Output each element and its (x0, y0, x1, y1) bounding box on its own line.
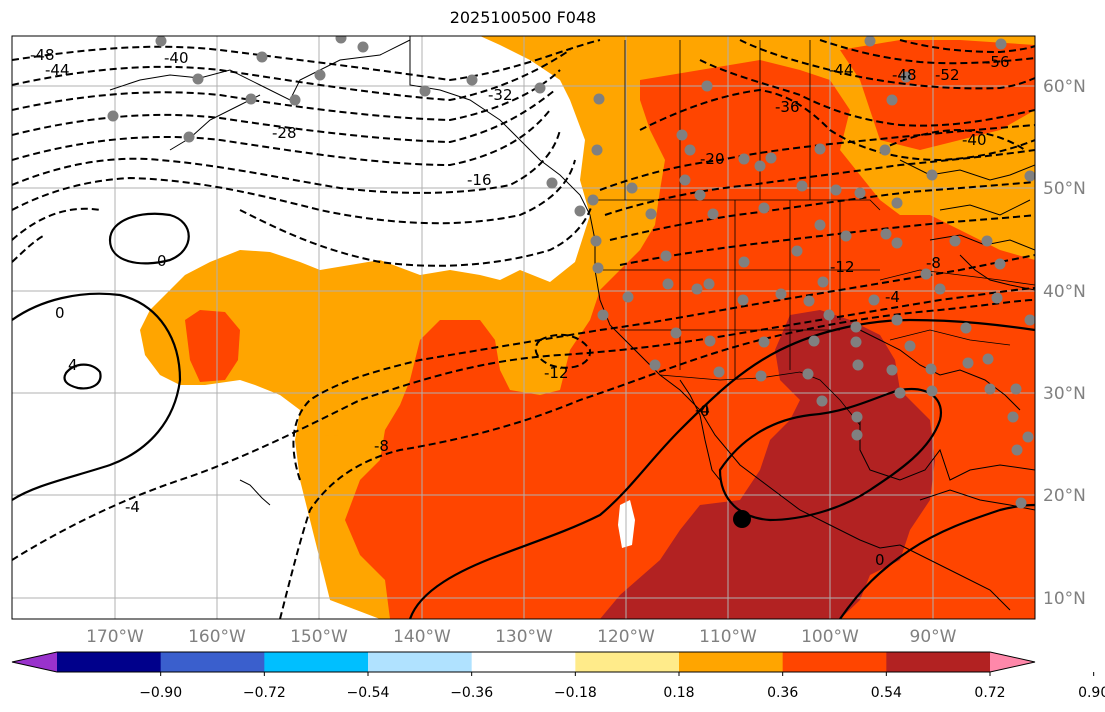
map-title: 2025100500 F048 (449, 8, 597, 27)
contour-label: -28 (272, 124, 297, 142)
contour-label: 0 (875, 551, 885, 569)
contour-label: -20 (700, 150, 725, 168)
lat-tick-label: 10°N (1043, 589, 1086, 609)
map-frame (11, 35, 1036, 620)
colorbar-tick-label: 0.18 (663, 685, 694, 701)
contours-negative (12, 39, 1035, 619)
fill-region-054-072-west (185, 310, 240, 382)
station-markers (107, 36, 1035, 509)
colorbar-tick-label: 0.36 (767, 685, 798, 701)
colorbar-segment (990, 652, 1035, 672)
colorbar-segment (57, 652, 162, 672)
colorbar-tick-label: 0.90 (1078, 685, 1105, 701)
colorbar-tick-label: −0.90 (139, 685, 182, 701)
lat-tick-label: 30°N (1043, 384, 1086, 404)
contour-label: 0 (700, 402, 710, 420)
contour-label: -16 (467, 171, 492, 189)
contour-label: 0 (55, 304, 65, 322)
lon-tick-label: 170°W (86, 627, 144, 647)
colorbar-segment (12, 652, 57, 672)
colorbar-segment (160, 652, 265, 672)
contour-label: -4 (125, 498, 140, 516)
contour-label: -32 (488, 86, 513, 104)
colorbar-tick-label: −0.36 (450, 685, 493, 701)
contour-label: -44 (45, 61, 70, 79)
contour-label: -12 (544, 364, 569, 382)
contour-label: 0 (157, 252, 167, 270)
contour-label: -8 (374, 437, 389, 455)
contour-label: -52 (935, 66, 960, 84)
colorbar-segment (679, 652, 784, 672)
colorbar-segment (782, 652, 887, 672)
contour-label: -4 (885, 288, 900, 306)
contour-label: -36 (775, 98, 800, 116)
lon-tick-label: 150°W (290, 627, 348, 647)
lon-tick-label: 130°W (495, 627, 553, 647)
contour-label: -4 (695, 401, 710, 419)
colorbar-segment (471, 652, 576, 672)
contour-label: -56 (985, 53, 1010, 71)
contour-labels: -48 -44 -40 -32 -28 -16 -20 -36 -44 -48 … (30, 46, 1010, 569)
contour-label: -44 (829, 61, 854, 79)
lat-tick-label: 50°N (1043, 179, 1086, 199)
contour-label: -40 (164, 49, 189, 67)
political-borders (590, 40, 1035, 426)
colorbar-tick-label: −0.54 (347, 685, 390, 701)
contour-label: -40 (962, 131, 987, 149)
lat-tick-label: 60°N (1043, 77, 1086, 97)
contour-label: -12 (830, 258, 855, 276)
lon-tick-label: 100°W (801, 627, 859, 647)
lat-tick-label: 40°N (1043, 282, 1086, 302)
contour-label: -48 (892, 66, 917, 84)
contour-label: -48 (30, 46, 55, 64)
lon-tick-label: 90°W (910, 627, 957, 647)
fill-region-072-090 (600, 310, 935, 619)
colorbar-segment (886, 652, 991, 672)
highlight-point-marker (733, 510, 751, 528)
colorbar: −0.90 −0.72 −0.54 −0.36 −0.18 0.18 0.36 0.54 0.7… (11, 651, 1105, 701)
colorbar-outline (11, 651, 1036, 673)
colorbar-segment (575, 652, 680, 672)
colorbar-tick-label: 0.72 (974, 685, 1005, 701)
colorbar-segment (368, 652, 473, 672)
lon-tick-label: 140°W (393, 627, 451, 647)
lon-tick-label: 160°W (188, 627, 246, 647)
lon-axis: 170°W 160°W 150°W 140°W 130°W 120°W 110°… (86, 627, 957, 647)
contour-label: 4 (68, 356, 78, 374)
fill-region-orange-patch (318, 418, 345, 436)
colorbar-segment (264, 652, 369, 672)
contour-label: -8 (926, 254, 941, 272)
lon-tick-label: 110°W (699, 627, 757, 647)
colorbar-tick-label: 0.54 (871, 685, 902, 701)
map-gridlines (12, 36, 1035, 619)
map-plot-area: -48 -44 -40 -32 -28 -16 -20 -36 -44 -48 … (12, 36, 1035, 619)
lat-axis: 60°N 50°N 40°N 30°N 20°N 10°N (1043, 77, 1086, 609)
colorbar-tick-label: −0.18 (554, 685, 597, 701)
lat-tick-label: 20°N (1043, 486, 1086, 506)
lon-tick-label: 120°W (597, 627, 655, 647)
colorbar-tick-label: −0.72 (243, 685, 286, 701)
